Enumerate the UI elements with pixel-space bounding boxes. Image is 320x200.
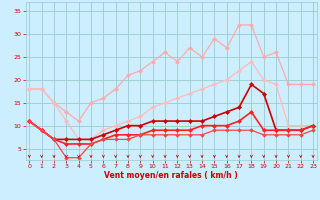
X-axis label: Vent moyen/en rafales ( km/h ): Vent moyen/en rafales ( km/h ) xyxy=(104,171,238,180)
